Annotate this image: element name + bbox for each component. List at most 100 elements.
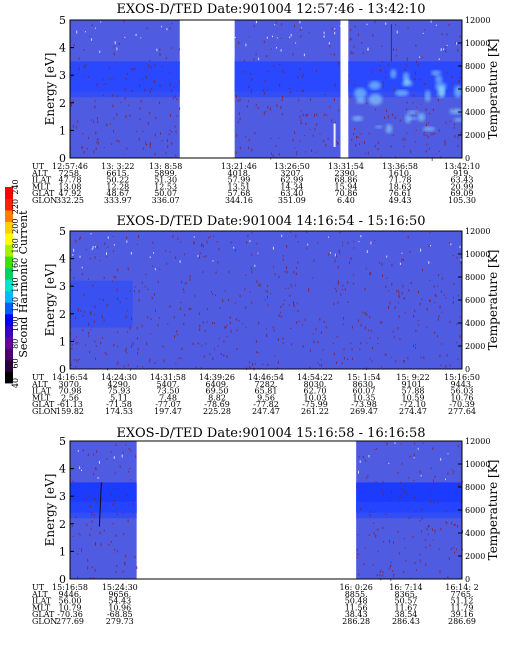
table-row-label: UT bbox=[32, 162, 45, 171]
table-cell: 11.56 bbox=[345, 603, 368, 612]
table-cell: 351.09 bbox=[278, 196, 306, 205]
noise-speck bbox=[88, 322, 90, 326]
noise-speck bbox=[379, 69, 381, 72]
y-tick-label: 3 bbox=[59, 69, 66, 82]
noise-speck bbox=[136, 365, 138, 368]
noise-speck bbox=[233, 246, 235, 249]
noise-speck bbox=[423, 356, 425, 360]
noise-speck bbox=[342, 284, 344, 287]
spectrogram-band-lower bbox=[234, 80, 341, 98]
noise-speck bbox=[381, 60, 383, 63]
aurora-blob bbox=[417, 112, 426, 122]
noise-speck bbox=[273, 266, 274, 268]
noise-speck bbox=[374, 492, 376, 494]
noise-speck bbox=[281, 98, 283, 102]
noise-speck bbox=[420, 248, 422, 252]
noise-speck bbox=[123, 533, 125, 536]
noise-speck bbox=[155, 309, 156, 313]
noise-speck bbox=[134, 68, 136, 71]
noise-speck bbox=[282, 258, 284, 261]
noise-speck bbox=[91, 520, 93, 524]
noise-speck bbox=[251, 88, 253, 91]
noise-speck bbox=[377, 337, 379, 340]
noise-speck bbox=[176, 98, 178, 101]
noise-speck bbox=[161, 65, 163, 68]
noise-speck bbox=[87, 136, 89, 140]
noise-speck bbox=[363, 141, 365, 144]
noise-speck bbox=[263, 40, 265, 44]
noise-speck bbox=[339, 25, 341, 27]
noise-speck bbox=[205, 343, 207, 345]
table-cell: 76.61 bbox=[389, 189, 412, 198]
noise-speck bbox=[445, 478, 446, 481]
noise-speck bbox=[337, 266, 339, 269]
noise-speck bbox=[350, 342, 352, 344]
noise-speck bbox=[386, 255, 388, 258]
table-cell: 51.30 bbox=[154, 176, 177, 185]
noise-speck bbox=[116, 513, 118, 516]
noise-speck bbox=[251, 253, 253, 256]
noise-speck bbox=[267, 363, 269, 366]
noise-speck bbox=[457, 144, 459, 148]
noise-speck bbox=[185, 282, 187, 285]
noise-speck bbox=[424, 539, 426, 542]
noise-speck bbox=[137, 337, 138, 340]
noise-speck bbox=[401, 488, 403, 490]
table-cell: 14:16:54 bbox=[52, 373, 88, 382]
noise-speck bbox=[459, 35, 461, 38]
noise-speck bbox=[293, 302, 295, 305]
noise-speck bbox=[206, 240, 208, 244]
noise-speck bbox=[293, 304, 295, 308]
noise-speck bbox=[295, 42, 297, 44]
noise-speck bbox=[104, 242, 106, 245]
noise-speck bbox=[162, 345, 164, 348]
table-row-label: GLAT bbox=[32, 400, 55, 409]
noise-speck bbox=[352, 52, 354, 55]
noise-speck bbox=[426, 307, 428, 311]
noise-speck bbox=[251, 270, 253, 274]
noise-speck bbox=[94, 467, 96, 469]
noise-speck bbox=[377, 343, 379, 345]
noise-speck bbox=[413, 94, 415, 97]
noise-speck bbox=[446, 354, 448, 357]
noise-speck bbox=[448, 23, 450, 27]
colorbar-swatch bbox=[5, 233, 13, 246]
noise-speck bbox=[214, 348, 215, 351]
noise-speck bbox=[429, 279, 431, 282]
colorbar-tick-label: 240 bbox=[11, 179, 20, 194]
noise-speck bbox=[454, 135, 456, 138]
noise-speck bbox=[251, 148, 253, 152]
noise-speck bbox=[155, 116, 157, 120]
noise-speck bbox=[286, 266, 288, 270]
noise-speck bbox=[296, 302, 298, 305]
noise-speck bbox=[371, 242, 373, 245]
noise-speck bbox=[304, 151, 306, 153]
noise-speck bbox=[97, 141, 99, 145]
y-tick-label: 4 bbox=[59, 42, 66, 55]
table-cell: 12:57:46 bbox=[52, 162, 88, 171]
noise-speck bbox=[305, 122, 307, 126]
noise-speck bbox=[72, 480, 74, 483]
noise-speck bbox=[350, 28, 352, 32]
noise-speck bbox=[292, 301, 294, 304]
noise-speck bbox=[393, 541, 394, 544]
noise-speck bbox=[102, 94, 104, 97]
y2-tick-label: 0 bbox=[465, 365, 470, 374]
noise-speck bbox=[119, 42, 120, 45]
noise-speck bbox=[440, 364, 442, 366]
noise-speck bbox=[153, 293, 155, 296]
noise-speck bbox=[115, 534, 117, 537]
noise-speck bbox=[458, 80, 460, 83]
noise-speck bbox=[334, 83, 336, 87]
noise-speck bbox=[244, 288, 246, 291]
noise-speck bbox=[377, 550, 379, 553]
noise-speck bbox=[389, 540, 390, 543]
noise-speck bbox=[386, 442, 388, 445]
noise-speck bbox=[150, 66, 152, 69]
panel-2-y-ticks: 0 1 2 3 4 5 bbox=[59, 225, 74, 376]
noise-speck bbox=[438, 150, 440, 153]
noise-speck bbox=[132, 342, 134, 346]
noise-speck bbox=[175, 154, 177, 157]
noise-speck bbox=[443, 48, 445, 51]
noise-speck bbox=[418, 324, 420, 326]
